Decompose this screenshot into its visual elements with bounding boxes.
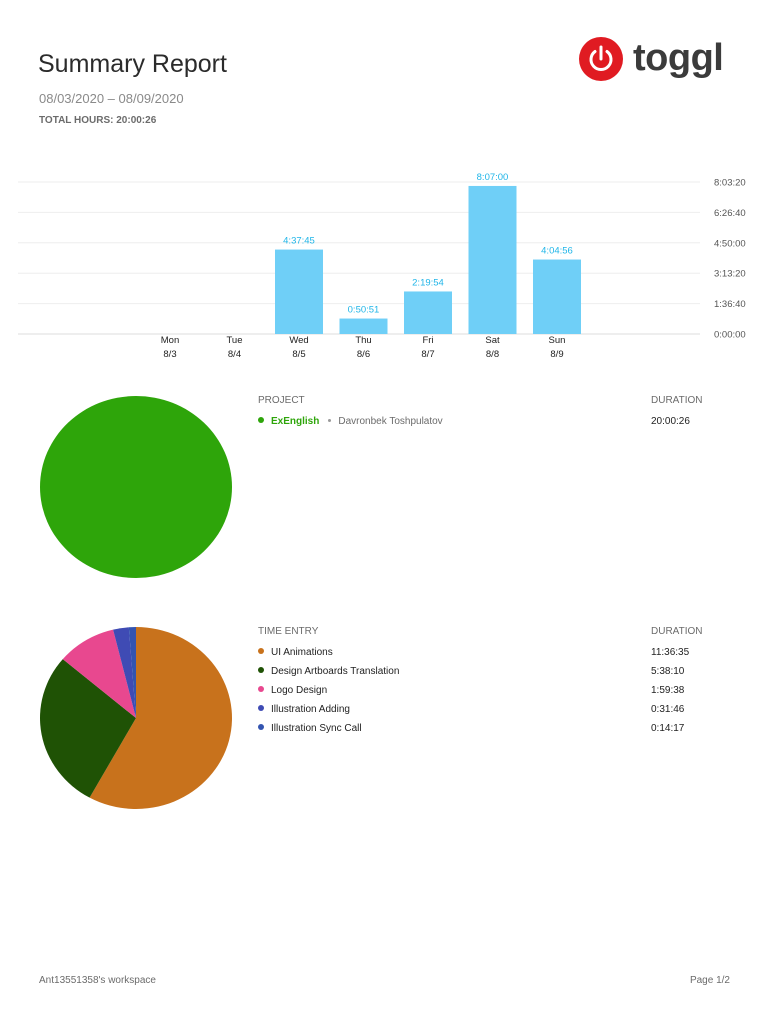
pie-slice bbox=[128, 627, 136, 718]
page-title: Summary Report bbox=[38, 50, 227, 78]
total-hours: TOTAL HOURS: 20:00:26 bbox=[39, 115, 156, 126]
entry-name: Illustration Adding bbox=[271, 704, 350, 715]
x-tick-date-label: 8/8 bbox=[486, 349, 499, 360]
entry-color-dot bbox=[258, 724, 264, 730]
entry-color-dot bbox=[258, 705, 264, 711]
date-range: 08/03/2020 – 08/09/2020 bbox=[39, 91, 184, 106]
y-tick-label: 0:00:00 bbox=[714, 330, 746, 341]
time-entry-row: Logo Design 1:59:38 bbox=[258, 681, 718, 700]
entry-duration: 1:59:38 bbox=[651, 685, 685, 696]
bar bbox=[404, 291, 452, 334]
bar-value-label: 8:07:00 bbox=[477, 172, 509, 183]
bar-value-label: 4:04:56 bbox=[541, 246, 573, 257]
entry-duration: 0:14:17 bbox=[651, 723, 685, 734]
entry-name: Logo Design bbox=[271, 685, 328, 696]
time-entry-pie-chart bbox=[40, 627, 232, 809]
client-name: Davronbek Toshpulatov bbox=[338, 416, 443, 427]
entry-duration: 0:31:46 bbox=[651, 704, 685, 715]
total-hours-label: TOTAL HOURS: bbox=[39, 115, 114, 126]
workspace-name: Ant13551358's workspace bbox=[39, 975, 156, 986]
project-row: ExEnglish Davronbek Toshpulatov 20:00:26 bbox=[258, 412, 718, 431]
logo-text: toggl bbox=[633, 37, 724, 79]
bar bbox=[339, 318, 388, 334]
pie-slice bbox=[89, 627, 232, 809]
x-tick-date-label: 8/9 bbox=[550, 349, 563, 360]
x-tick-day-label: Sun bbox=[549, 335, 566, 346]
entry-name: UI Animations bbox=[271, 647, 333, 658]
time-entry-row: Design Artboards Translation 5:38:10 bbox=[258, 662, 718, 681]
entry-name: Illustration Sync Call bbox=[271, 723, 362, 734]
entry-duration: 11:36:35 bbox=[651, 647, 690, 658]
pie-slice bbox=[40, 396, 232, 578]
y-tick-label: 6:26:40 bbox=[714, 208, 746, 219]
project-pie-chart bbox=[40, 396, 232, 578]
daily-hours-bar-chart: 0:00:00 1:36:40 3:13:20 4:50:00 6:26:40 8:03:… bbox=[18, 172, 746, 360]
time-entry-row: Illustration Adding 0:31:46 bbox=[258, 700, 718, 719]
y-tick-label: 3:13:20 bbox=[714, 269, 746, 280]
pie-slice bbox=[113, 627, 136, 718]
total-hours-value: 20:00:26 bbox=[116, 115, 157, 126]
project-duration-header: DURATION bbox=[651, 395, 703, 406]
power-icon bbox=[579, 37, 623, 81]
entry-color-dot bbox=[258, 686, 264, 692]
entry-color-dot bbox=[258, 667, 264, 673]
bar-value-label: 4:37:45 bbox=[283, 236, 315, 247]
separator-dot bbox=[328, 419, 332, 422]
entry-duration: 5:38:10 bbox=[651, 666, 685, 677]
x-tick-date-label: 8/7 bbox=[421, 349, 434, 360]
bar bbox=[275, 249, 323, 334]
x-tick-date-label: 8/6 bbox=[357, 349, 370, 360]
x-tick-date-label: 8/5 bbox=[292, 349, 305, 360]
x-tick-day-label: Tue bbox=[226, 335, 242, 346]
time-entry-row: UI Animations 11:36:35 bbox=[258, 643, 718, 662]
y-tick-label: 8:03:20 bbox=[714, 178, 746, 189]
time-entry-header: TIME ENTRY bbox=[258, 626, 319, 637]
entry-name: Design Artboards Translation bbox=[271, 666, 400, 677]
page-number: Page 1/2 bbox=[689, 975, 730, 986]
y-tick-label: 1:36:40 bbox=[714, 299, 746, 310]
bar-value-label: 0:50:51 bbox=[348, 305, 380, 316]
time-entry-row: Illustration Sync Call 0:14:17 bbox=[258, 719, 718, 738]
pie-slice bbox=[40, 659, 137, 798]
entry-color-dot bbox=[258, 648, 264, 654]
x-tick-day-label: Thu bbox=[355, 335, 371, 346]
x-tick-day-label: Mon bbox=[161, 335, 179, 346]
x-tick-date-label: 8/3 bbox=[163, 349, 176, 360]
pie-slice bbox=[62, 629, 136, 718]
bar bbox=[533, 259, 581, 334]
x-tick-date-label: 8/4 bbox=[228, 349, 241, 360]
project-color-dot bbox=[258, 417, 264, 423]
project-list: ExEnglish Davronbek Toshpulatov 20:00:26 bbox=[258, 412, 718, 431]
project-header: PROJECT bbox=[258, 395, 305, 406]
y-tick-label: 4:50:00 bbox=[714, 238, 746, 249]
bar bbox=[468, 185, 517, 334]
project-duration: 20:00:26 bbox=[651, 416, 690, 427]
x-tick-day-label: Fri bbox=[422, 335, 433, 346]
x-tick-day-label: Sat bbox=[485, 335, 500, 346]
toggl-logo: toggl bbox=[578, 36, 738, 82]
project-name: ExEnglish bbox=[271, 416, 320, 427]
time-entry-duration-header: DURATION bbox=[651, 626, 703, 637]
x-tick-day-label: Wed bbox=[289, 335, 308, 346]
time-entry-list: UI Animations 11:36:35 Design Artboards … bbox=[258, 643, 718, 738]
bar-value-label: 2:19:54 bbox=[412, 277, 444, 288]
